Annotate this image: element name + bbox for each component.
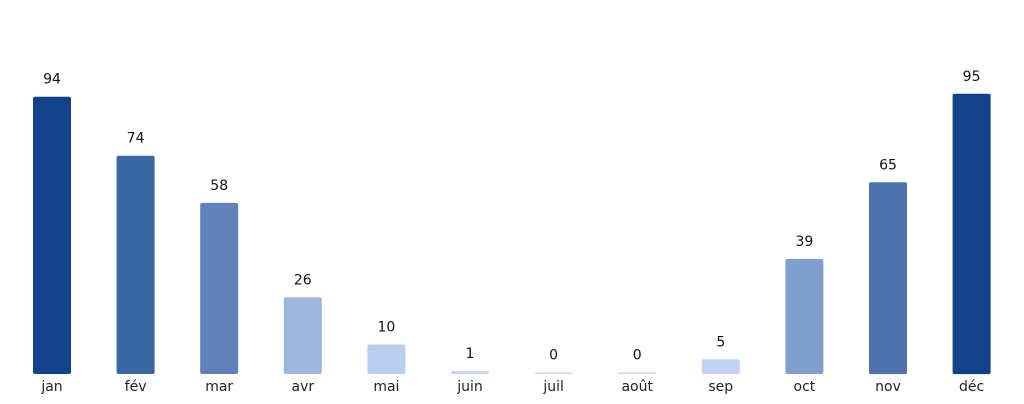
x-tick-label-mar: mar [205,379,233,395]
bar-août [618,372,657,374]
bar-déc [952,93,991,375]
bar-juil [534,372,573,374]
x-tick-label-jan: jan [40,379,62,395]
bar-juin [451,371,489,375]
value-label-mai: 10 [377,320,395,336]
bar-mai [367,344,406,374]
x-tick-label-juil: juil [542,379,564,395]
x-tick-labels-group: jan fév mar avr mai juin juil août sep oct nov déc [40,379,984,395]
value-label-avr: 26 [294,272,312,288]
bar-avr [283,297,322,374]
bar-mar [200,202,239,374]
value-label-nov: 65 [879,157,897,173]
bar-nov [869,182,907,375]
value-label-déc: 95 [963,69,981,85]
bars-group [33,93,991,375]
x-tick-label-oct: oct [794,379,816,395]
bar-sep [701,359,740,375]
x-tick-label-juin: juin [456,379,483,395]
value-label-oct: 39 [795,234,813,250]
value-label-jan: 94 [43,72,61,88]
bar-fév [116,155,155,374]
value-label-juin: 1 [466,346,475,362]
x-tick-label-nov: nov [875,379,901,395]
x-tick-label-avr: avr [291,379,314,395]
x-tick-label-août: août [621,379,653,395]
value-label-sep: 5 [716,334,725,350]
x-tick-label-mai: mai [373,379,399,395]
x-tick-label-déc: déc [959,379,984,395]
bar-oct [785,258,824,374]
bar-jan [33,96,71,374]
value-label-mar: 58 [210,178,228,194]
value-label-juil: 0 [549,348,558,364]
value-label-fév: 74 [127,131,145,147]
x-tick-label-sep: sep [708,379,733,395]
x-tick-label-fév: fév [125,379,147,395]
value-label-août: 0 [633,348,642,364]
